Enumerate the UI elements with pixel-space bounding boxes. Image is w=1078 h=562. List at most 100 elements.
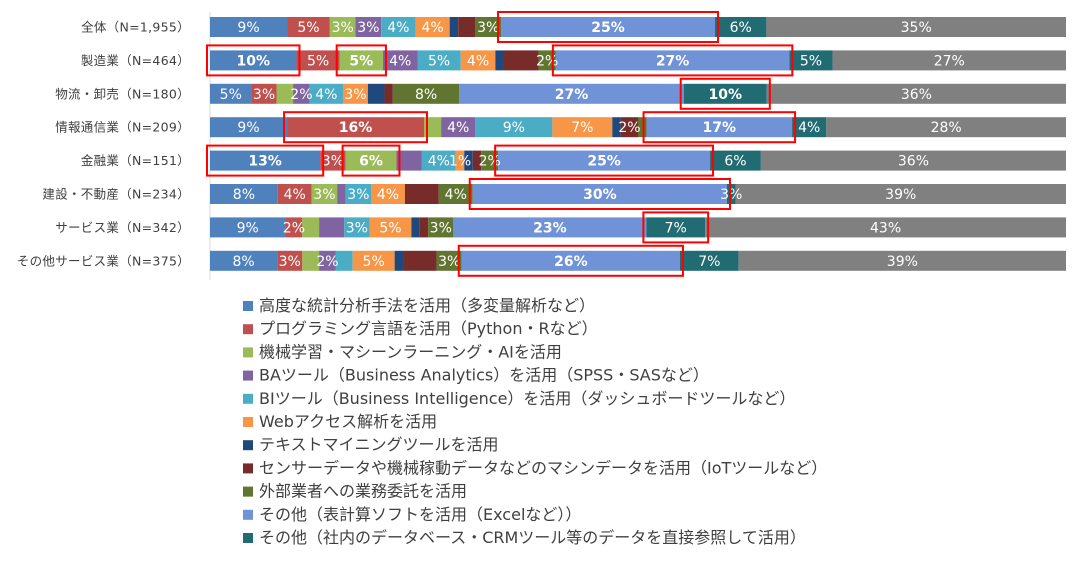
bar-segment [766,17,1066,37]
legend-label: プログラミング言語を活用（Python・Rなど） [259,319,598,338]
segment-label: 3% [720,187,742,203]
bar-segment [620,117,638,138]
bar-segment [428,217,454,238]
segment-label: 5% [363,254,385,270]
highlight-box [497,11,720,43]
segment-label: 8% [232,254,254,270]
segment-label: 43% [870,220,901,236]
segment-label: 9% [503,120,525,136]
bar-segment [789,50,833,71]
segment-label: 2% [536,53,558,69]
bar-segment [210,83,252,104]
segment-label: 23% [533,220,567,236]
segment-label: 3% [430,220,452,236]
segment-label: 4% [389,53,411,69]
highlight-box [642,211,710,244]
segment-label: 4% [467,53,489,69]
legend-swatch [243,509,253,520]
bar-segment [705,217,1066,238]
segment-label: 6% [724,154,746,170]
bar-segment [302,250,320,271]
segment-label: 10% [236,53,270,69]
bar-segment [424,117,442,138]
bar-segment [472,150,482,171]
bar-segment [384,83,393,104]
bar-segment [735,184,1066,204]
segment-label: 7% [698,254,720,270]
bar-segment [309,83,343,104]
bar-segment [453,217,647,238]
bar-segment [555,50,790,71]
segment-label: 13% [248,154,282,170]
bar-segment [285,217,303,238]
legend-swatch [243,417,253,427]
bar-segment [339,50,383,71]
bar-segment [277,250,303,271]
segment-label: 35% [901,20,932,36]
bar-segment [210,250,278,271]
bar-segment [679,250,739,271]
segment-label: 1% [449,154,471,170]
bar-segment [792,117,827,138]
segment-labels: 9% 5% 3% 3% 4% 4% 3% 25% 6% 35%10% 5% 5% 4% 5% 4% 2% 27%… [220,20,965,270]
bar-segment [396,150,422,171]
bar-segment [760,150,1066,171]
segment-label: 5% [428,53,450,69]
bar-segment [394,250,404,271]
bar-segment [417,50,461,71]
bar-segment [464,150,473,171]
legend-label: その他（表計算ソフトを活用（Excelなど）） [259,505,581,524]
bar-segment [438,184,473,204]
bar-segment [449,17,459,37]
bar-segment [382,50,418,71]
segment-label: 4% [377,187,399,203]
bar-segment [210,184,278,204]
category-label: 情報通信業（N=209） [55,120,190,135]
segment-label: 8% [415,87,437,103]
segment-label: 27% [656,53,690,69]
bar-segment [646,117,793,138]
highlight-box [457,244,684,277]
segment-label: 16% [339,120,373,136]
bar-segment [460,50,496,71]
bar-segment [436,250,462,271]
bar-segment [319,217,345,238]
segment-label: 25% [591,20,625,36]
segment-label: 3% [279,254,301,270]
segment-label: 25% [587,154,621,170]
highlight-box [468,178,731,210]
segment-label: 3% [253,87,275,103]
bar-segment [472,184,727,204]
highlight-boxes [206,11,797,277]
segment-label: 3% [347,187,369,203]
legend-swatch [243,324,253,335]
segment-label: 2% [479,154,501,170]
legend-swatch [243,533,253,543]
bar-segment [475,117,553,138]
legend-label: BAツール（Business Analytics）を活用（SPSS・SASなど） [259,366,709,385]
segment-label: 9% [237,20,259,36]
bar-segment [392,83,460,104]
bar-segment [826,117,1066,138]
segment-label: 30% [583,187,617,203]
segment-label: 3% [332,20,354,36]
bar-segment [210,17,288,37]
highlight-box [206,44,301,77]
bar-segment [832,50,1066,71]
highlight-box [341,144,401,177]
bar-segment [210,50,297,71]
bar-segment [459,83,684,104]
bar-segment [538,50,556,71]
segment-label: 7% [571,120,593,136]
legend-swatch [243,347,253,358]
segment-label: 9% [237,120,259,136]
bar-segment [320,150,346,171]
bar-segment [342,83,368,104]
bar-segment [352,250,395,271]
segment-label: 4% [315,87,337,103]
category-label: 金融業（N=151） [81,153,190,168]
segment-label: 4% [387,20,409,36]
segment-label: 3% [346,220,368,236]
bar-segment [371,184,405,204]
